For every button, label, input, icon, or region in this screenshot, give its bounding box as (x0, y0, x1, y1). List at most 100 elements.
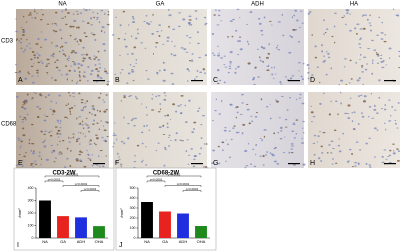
cell (251, 148, 255, 150)
cell (33, 92, 35, 94)
cell (379, 57, 383, 60)
cell (140, 42, 143, 44)
cell (299, 10, 303, 12)
cell (19, 138, 22, 140)
cell (73, 39, 77, 41)
cell (44, 139, 46, 141)
cell (376, 129, 379, 131)
cell (95, 68, 98, 71)
cell (64, 54, 67, 57)
cell (205, 22, 208, 25)
cell (271, 73, 274, 76)
cell (88, 143, 92, 145)
cell (166, 126, 169, 129)
cell (338, 150, 342, 153)
cell (191, 53, 194, 55)
cell (66, 117, 69, 120)
cell (164, 148, 167, 151)
cell (92, 33, 96, 36)
x-tick-label: ADH (179, 239, 188, 244)
cell (146, 78, 150, 80)
x-tick-label: OHA (95, 239, 104, 244)
cell (159, 69, 161, 72)
cell (73, 19, 77, 23)
cell (204, 72, 206, 75)
cell (186, 68, 189, 70)
cell (185, 51, 189, 53)
cell (356, 23, 360, 26)
cell (349, 29, 352, 32)
cell (116, 152, 119, 155)
cell (344, 66, 346, 68)
cell (359, 37, 362, 40)
cell (16, 164, 19, 166)
bar (159, 211, 171, 238)
cell (66, 58, 69, 60)
cell (376, 62, 380, 64)
cell (376, 54, 380, 57)
cell (75, 82, 78, 85)
cell (368, 106, 372, 108)
cell (99, 110, 102, 113)
cell (187, 22, 191, 24)
cell (221, 149, 224, 151)
cell (395, 14, 399, 16)
cell (203, 16, 207, 19)
cell (104, 68, 106, 70)
cell (259, 56, 261, 59)
cell (288, 151, 291, 154)
cell (345, 9, 348, 11)
cell (79, 159, 82, 162)
cell (48, 94, 51, 96)
cell (77, 67, 80, 69)
cell (58, 153, 62, 155)
cell (96, 75, 100, 78)
cell (131, 118, 135, 120)
cell (330, 67, 333, 70)
cell (293, 137, 296, 139)
cell (241, 102, 244, 104)
cell (198, 107, 201, 110)
cell (68, 91, 70, 94)
cell (385, 158, 388, 160)
cell (59, 29, 62, 32)
cell (357, 95, 360, 98)
cell (68, 69, 71, 72)
cell (169, 119, 172, 121)
cell (94, 144, 97, 146)
cell (342, 132, 345, 135)
cell (84, 135, 87, 138)
cell (57, 121, 60, 123)
cell (22, 104, 25, 106)
cell (101, 136, 104, 139)
cell (98, 96, 101, 99)
cell (33, 150, 35, 152)
cell (61, 49, 64, 52)
cell (235, 116, 238, 119)
cell (191, 59, 193, 61)
cell (369, 166, 372, 168)
cell (70, 65, 72, 67)
cell (212, 149, 216, 152)
cell (37, 61, 41, 64)
cell (62, 53, 66, 55)
cell (115, 16, 117, 18)
cell (102, 99, 105, 101)
cell (297, 41, 301, 43)
cell (51, 23, 53, 25)
cell (371, 39, 374, 42)
cell (40, 158, 43, 161)
cell (310, 76, 313, 79)
cell (155, 41, 159, 44)
scale-bar (384, 80, 396, 82)
cell (160, 30, 163, 32)
cell (80, 64, 84, 67)
cell (24, 99, 28, 102)
cell (170, 72, 174, 75)
row-label: CD3 (1, 39, 14, 45)
x-tick-label: OHA (197, 239, 206, 244)
cell (76, 40, 79, 43)
cell (137, 32, 139, 35)
cell (239, 113, 243, 115)
cell (275, 100, 280, 103)
